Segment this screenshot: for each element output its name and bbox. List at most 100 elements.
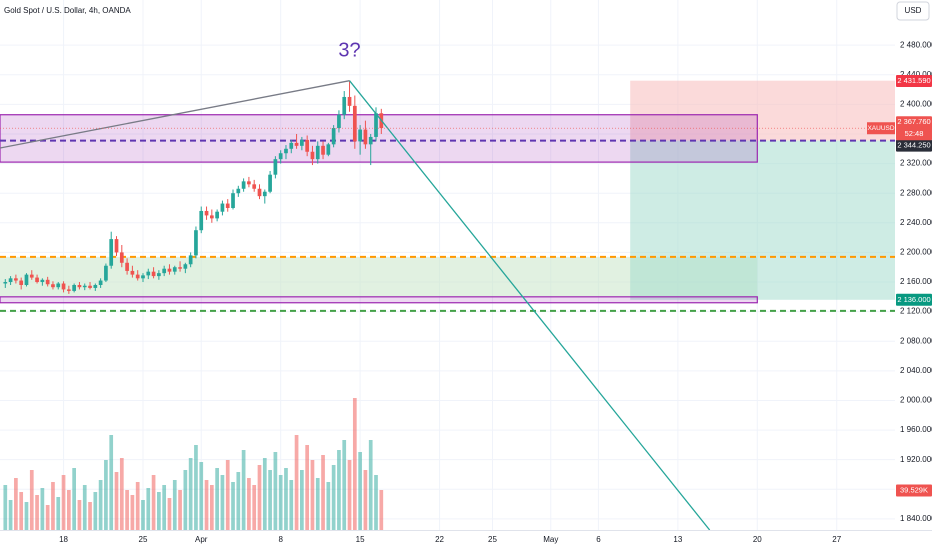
candle-body (141, 275, 145, 279)
volume-bar (342, 440, 347, 530)
chart-title: Gold Spot / U.S. Dollar, 4h, OANDA (4, 6, 131, 15)
candle-body (289, 142, 294, 149)
candle-body (257, 188, 262, 197)
y-tick-label: 1 920.000 (900, 455, 932, 464)
x-tick-label: 27 (832, 535, 841, 544)
trendline (0, 80, 350, 149)
volume-bar (98, 480, 103, 530)
candle-body (368, 136, 373, 145)
volume-bar (236, 472, 241, 530)
zone (630, 140, 895, 300)
y-tick-label: 2 040.000 (900, 366, 932, 375)
volume-bar (167, 498, 172, 530)
volume-bar (19, 492, 24, 530)
volume-bar (14, 478, 18, 530)
y-tick-label: 2 200.000 (900, 248, 932, 257)
candle-body (273, 159, 278, 175)
candle-body (236, 188, 241, 194)
volume-bar (247, 478, 251, 530)
box (0, 296, 758, 304)
candle-body (56, 283, 61, 288)
volume-bar (204, 480, 209, 530)
candle-body (278, 153, 283, 160)
candle-body (374, 113, 378, 137)
volume-bar (294, 435, 299, 530)
current-price-label: 2 367.760 (897, 117, 930, 126)
volume-bar (151, 475, 156, 530)
candle-body (321, 145, 325, 155)
x-tick-label: 22 (435, 535, 444, 544)
candle-body (194, 230, 198, 256)
candle-body (61, 283, 66, 290)
volume-bar (220, 475, 225, 530)
volume-bar (51, 482, 55, 530)
price-tag (896, 293, 932, 306)
candle-body (19, 280, 24, 285)
y-tick-label: 1 960.000 (900, 425, 932, 434)
volume-bar (331, 465, 336, 530)
candle-body (262, 191, 267, 197)
volume-bar (135, 482, 140, 530)
volume-bar (141, 500, 145, 530)
current-price-tag (867, 122, 895, 135)
volume-bar (284, 468, 288, 530)
candle-body (209, 215, 214, 219)
volume-bar (61, 475, 66, 530)
y-tick-label: 2 160.000 (900, 277, 932, 286)
candle-body (51, 284, 55, 288)
volume-bar (337, 450, 341, 530)
volume-bar (231, 482, 235, 530)
y-tick-label: 2 280.000 (900, 188, 932, 197)
candle-body (24, 274, 29, 285)
volume-bar (215, 468, 219, 530)
volume-bar (109, 435, 114, 530)
volume-bar (82, 485, 87, 530)
x-tick-label: 13 (673, 535, 682, 544)
volume-tag-label: 39.529K (900, 485, 928, 494)
y-tick-label: 2 400.000 (900, 99, 932, 108)
x-tick-label: 18 (59, 535, 68, 544)
y-tick-label: 2 480.000 (900, 40, 932, 49)
x-tick-label: 20 (753, 535, 762, 544)
y-tick-label: 2 440.000 (900, 70, 932, 79)
candle-body (225, 203, 230, 209)
volume-bar (8, 500, 13, 530)
candle-body (40, 279, 45, 283)
candle-body (14, 278, 18, 281)
volume-bar (363, 470, 368, 530)
currency[interactable]: USD (905, 6, 922, 15)
candle-body (125, 262, 129, 271)
candle-body (109, 239, 114, 266)
currency-box[interactable] (896, 1, 930, 21)
volume-bar (183, 470, 188, 530)
volume-bar (29, 470, 34, 530)
volume-bar (289, 480, 294, 530)
candle-body (310, 151, 315, 160)
volume-bar (162, 485, 167, 530)
zone (630, 80, 895, 141)
volume-bar (125, 490, 129, 530)
y-tick-label: 2 240.000 (900, 218, 932, 227)
volume-bar (157, 492, 161, 530)
volume-bar (114, 472, 119, 530)
x-tick-label: 25 (139, 535, 148, 544)
candle-body (104, 265, 108, 281)
candle-body (252, 184, 257, 189)
candle-body (199, 210, 204, 231)
y-tick-label: 2 080.000 (900, 336, 932, 345)
volume-bar (352, 398, 357, 530)
volume-bar (66, 490, 71, 530)
price-tag-label: 2 431.590 (897, 76, 930, 85)
candle-body (93, 284, 98, 288)
candle-body (157, 273, 161, 277)
volume-bar (119, 458, 124, 530)
volume-bar (209, 485, 214, 530)
candle-body (315, 145, 320, 160)
volume-bar (45, 505, 50, 530)
candle-body (3, 282, 8, 284)
volume-bar (40, 488, 45, 530)
candle-body (146, 271, 151, 276)
volume-bar (104, 460, 108, 530)
volume-bar (225, 460, 230, 530)
